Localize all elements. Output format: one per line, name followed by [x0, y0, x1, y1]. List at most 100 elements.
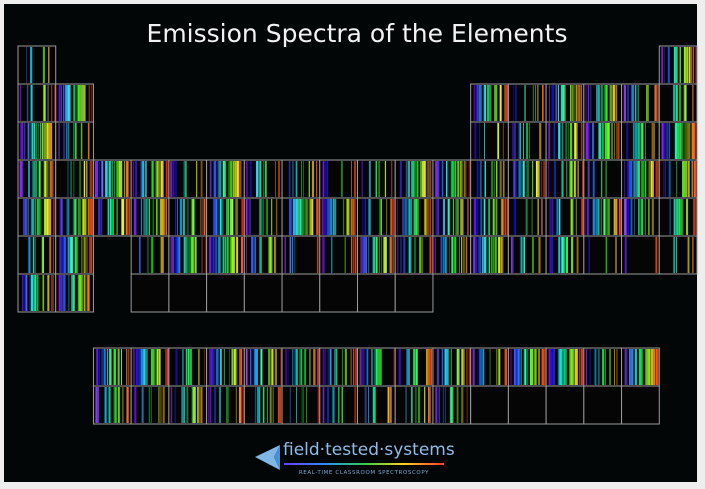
spectral-line	[582, 349, 583, 385]
spectral-line	[110, 161, 111, 197]
spectral-line	[186, 237, 188, 273]
spectral-line	[140, 161, 141, 197]
spectral-line	[332, 387, 334, 423]
spectral-line	[455, 161, 456, 197]
spectral-line	[156, 199, 157, 235]
spectral-line	[652, 123, 653, 159]
spectral-line	[693, 47, 694, 83]
element-cell	[659, 236, 697, 274]
spectral-line	[141, 199, 142, 235]
spectral-line	[86, 161, 87, 197]
spectral-line	[290, 237, 292, 273]
spectral-line	[241, 161, 242, 197]
spectral-line	[385, 237, 387, 273]
spectral-line	[371, 349, 372, 385]
spectral-line	[397, 199, 398, 235]
spectral-line	[109, 387, 111, 423]
spectral-line	[218, 161, 220, 197]
spectral-line	[637, 123, 638, 159]
spectral-line	[336, 349, 337, 385]
spectral-line	[263, 387, 265, 423]
spectral-line	[182, 349, 184, 385]
spectral-line	[285, 349, 287, 385]
spectral-line	[37, 275, 38, 311]
spectral-line	[562, 123, 563, 159]
spectral-line	[637, 161, 638, 197]
spectral-line	[364, 349, 365, 385]
spectral-line	[362, 199, 364, 235]
spectral-line	[115, 349, 116, 385]
spectral-line	[656, 161, 658, 197]
spectral-line	[369, 161, 371, 197]
spectral-line	[30, 275, 31, 311]
spectral-line	[654, 85, 656, 121]
spectral-line	[289, 161, 291, 197]
spectral-line	[151, 161, 153, 197]
spectral-line	[570, 85, 571, 121]
spectral-line	[303, 161, 304, 197]
spectral-line	[312, 199, 313, 235]
spectral-line	[99, 161, 100, 197]
spectral-line	[477, 161, 479, 197]
element-cell	[207, 386, 245, 424]
spectral-line	[608, 199, 610, 235]
spectral-line	[159, 349, 161, 385]
element-cell	[207, 198, 245, 236]
spectral-line	[406, 349, 408, 385]
spectral-line	[147, 349, 148, 385]
spectral-line	[555, 85, 557, 121]
spectral-line	[352, 199, 353, 235]
spectral-line	[493, 199, 494, 235]
spectral-line	[626, 123, 628, 159]
spectral-line	[194, 387, 196, 423]
spectral-line	[224, 161, 226, 197]
spectral-line	[411, 237, 412, 273]
spectral-line	[675, 123, 676, 159]
spectral-line	[255, 237, 256, 273]
spectral-line	[484, 199, 485, 235]
spectral-line	[201, 237, 202, 273]
spectral-line	[61, 85, 62, 121]
spectral-line	[261, 349, 262, 385]
spectral-line	[657, 349, 659, 385]
spectral-line	[97, 387, 98, 423]
spectral-line	[641, 349, 642, 385]
element-cell	[395, 274, 433, 312]
spectral-line	[128, 349, 130, 385]
spectral-line	[63, 85, 64, 121]
spectral-line	[146, 161, 147, 197]
spectral-line	[427, 349, 428, 385]
spectral-line	[645, 161, 647, 197]
spectral-line	[32, 161, 34, 197]
spectral-line	[397, 237, 398, 273]
spectral-line	[37, 199, 39, 235]
spectral-line	[674, 47, 675, 83]
spectral-line	[609, 349, 611, 385]
spectral-line	[571, 199, 573, 235]
spectral-line	[627, 161, 629, 197]
spectral-line	[50, 161, 51, 197]
spectral-line	[229, 199, 230, 235]
spectral-line	[263, 161, 264, 197]
spectral-line	[67, 237, 69, 273]
spectral-line	[563, 349, 565, 385]
spectral-line	[482, 237, 483, 273]
spectral-line	[664, 47, 665, 83]
spectral-line	[73, 199, 75, 235]
spectral-line	[566, 349, 567, 385]
spectral-line	[75, 199, 77, 235]
spectral-line	[325, 161, 327, 197]
spectral-line	[44, 85, 46, 121]
spectral-line	[604, 199, 606, 235]
spectral-line	[540, 123, 541, 159]
spectral-line	[304, 199, 306, 235]
spectral-line	[688, 123, 689, 159]
spectral-line	[686, 199, 688, 235]
spectral-line	[598, 349, 599, 385]
spectral-line	[597, 199, 598, 235]
spectral-line	[447, 161, 448, 197]
element-cell	[244, 274, 282, 312]
spectral-line	[605, 85, 606, 121]
spectral-line	[81, 275, 82, 311]
spectral-line	[586, 349, 587, 385]
